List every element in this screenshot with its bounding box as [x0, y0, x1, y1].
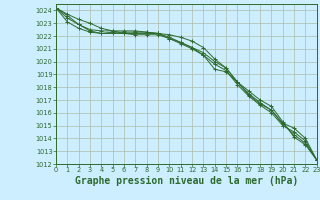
- X-axis label: Graphe pression niveau de la mer (hPa): Graphe pression niveau de la mer (hPa): [75, 176, 298, 186]
